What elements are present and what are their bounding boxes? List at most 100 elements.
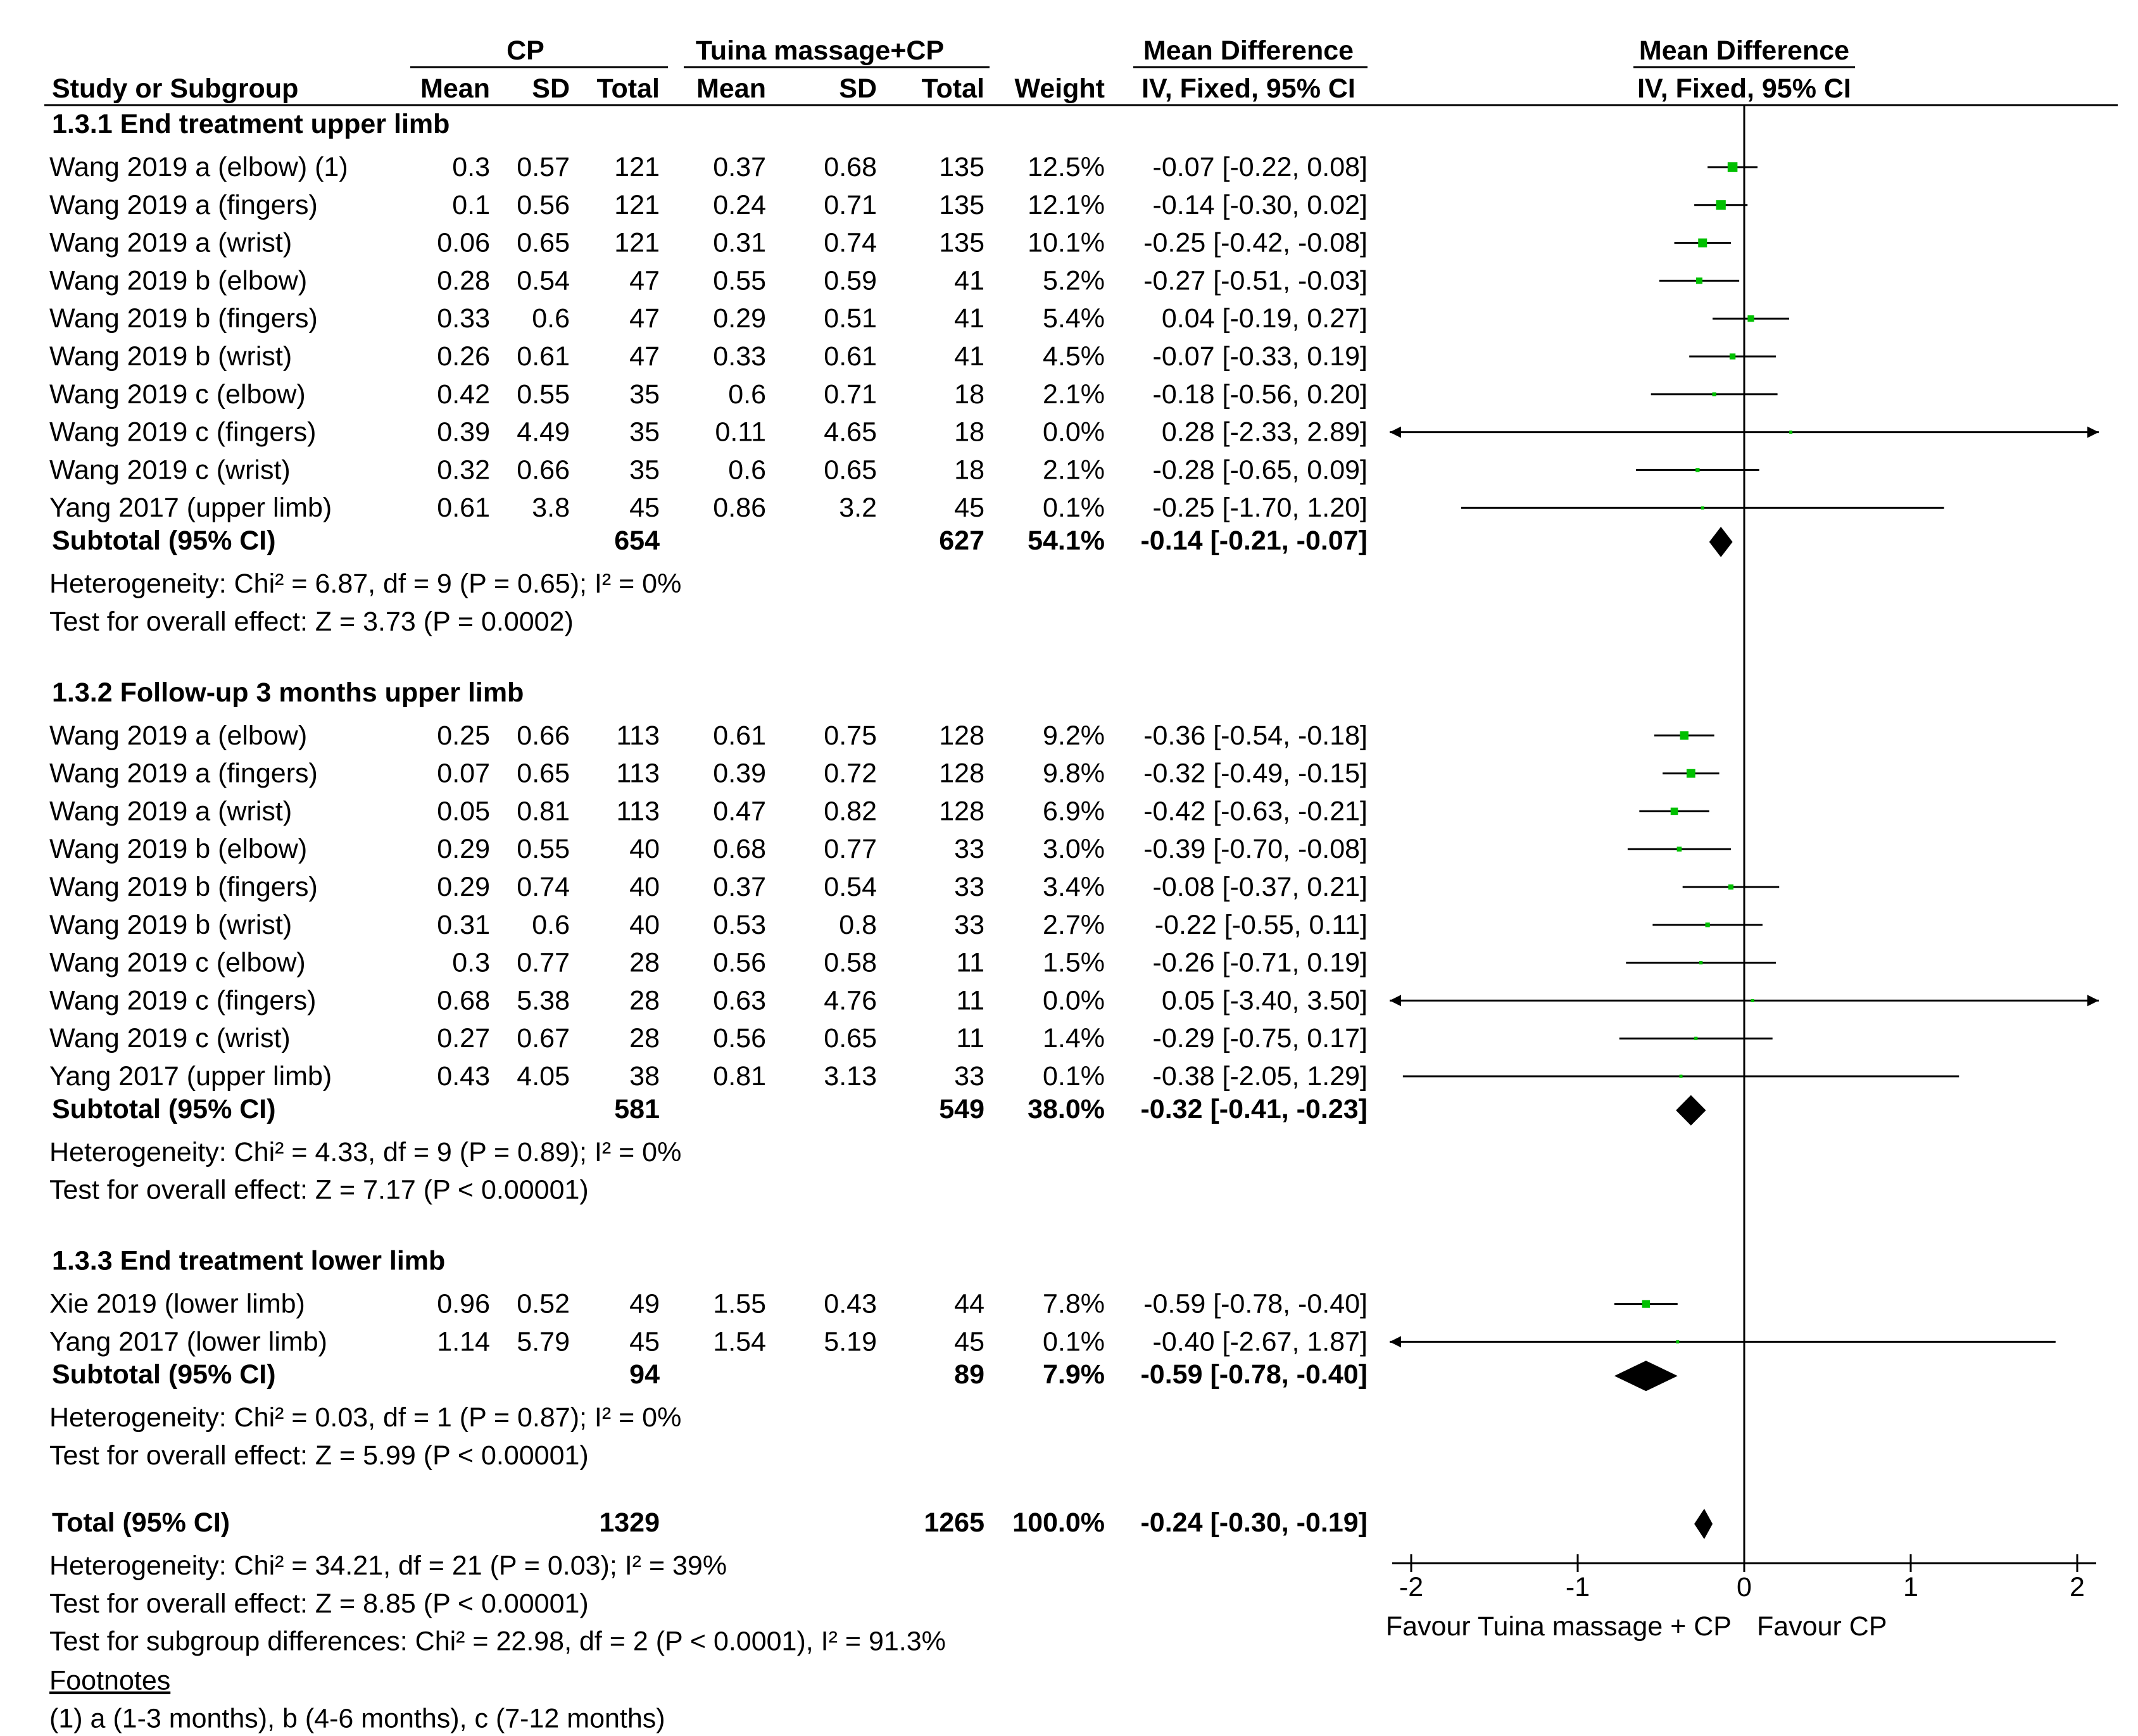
study-weight: 6.9% [1043, 796, 1105, 826]
subtotal-label: Subtotal (95% CI) [52, 525, 276, 556]
study-ci: -0.14 [-0.30, 0.02] [1153, 190, 1368, 220]
study-ci: -0.27 [-0.51, -0.03] [1143, 265, 1368, 296]
header-cp: CP [506, 35, 544, 66]
study-name: Wang 2019 a (wrist) [49, 228, 292, 258]
study-total-cp: 121 [614, 228, 660, 258]
study-mean-tuina: 0.55 [713, 265, 766, 296]
study-total-cp: 113 [616, 720, 660, 751]
study-weight: 3.0% [1043, 834, 1105, 864]
study-total-cp: 49 [629, 1289, 660, 1319]
header-method-text: IV, Fixed, 95% CI [1141, 73, 1355, 104]
favour-right-label: Favour CP [1757, 1611, 1887, 1642]
study-mean-cp: 0.26 [437, 341, 490, 372]
study-ci-arrow-right [2087, 995, 2099, 1007]
study-sd-cp: 0.65 [517, 228, 570, 258]
study-weight: 0.0% [1043, 985, 1105, 1016]
study-sd-cp: 0.57 [517, 152, 570, 182]
study-mean-tuina: 0.37 [713, 152, 766, 182]
study-weight: 9.8% [1043, 758, 1105, 789]
total-diamond [1694, 1509, 1713, 1539]
study-point-estimate [1699, 960, 1703, 965]
study-mean-cp: 0.43 [437, 1061, 490, 1091]
study-point-estimate [1642, 1300, 1650, 1308]
study-sd-cp: 0.66 [517, 455, 570, 485]
study-sd-cp: 4.05 [517, 1061, 570, 1091]
header-method-plot: IV, Fixed, 95% CI [1637, 73, 1851, 104]
study-mean-cp: 0.25 [437, 720, 490, 751]
study-name: Wang 2019 a (fingers) [49, 758, 318, 789]
study-ci: -0.26 [-0.71, 0.19] [1153, 948, 1368, 978]
study-total-tuina: 135 [939, 228, 984, 258]
study-weight: 5.4% [1043, 303, 1105, 334]
study-sd-cp: 0.65 [517, 758, 570, 789]
study-total-tuina: 44 [954, 1289, 984, 1319]
study-sd-tuina: 3.13 [824, 1061, 877, 1091]
overall-effect-text: Test for overall effect: Z = 3.73 (P = 0… [49, 607, 574, 637]
heterogeneity-text: Heterogeneity: Chi² = 4.33, df = 9 (P = … [49, 1137, 681, 1167]
study-sd-tuina: 5.19 [824, 1326, 877, 1357]
study-ci: -0.38 [-2.05, 1.29] [1153, 1061, 1368, 1091]
study-total-tuina: 135 [939, 190, 984, 220]
study-weight: 4.5% [1043, 341, 1105, 372]
header-total1: Total [596, 73, 660, 104]
study-point-estimate [1789, 431, 1793, 434]
study-mean-tuina: 0.61 [713, 720, 766, 751]
study-weight: 0.1% [1043, 493, 1105, 523]
study-name: Wang 2019 c (elbow) [49, 379, 306, 410]
study-total-tuina: 128 [939, 758, 984, 789]
study-total-tuina: 33 [954, 910, 984, 940]
study-mean-tuina: 0.53 [713, 910, 766, 940]
study-sd-tuina: 0.68 [824, 152, 877, 182]
total-total-tuina: 1265 [924, 1507, 984, 1538]
total-label: Total (95% CI) [52, 1507, 230, 1538]
study-mean-cp: 0.61 [437, 493, 490, 523]
header-tuina: Tuina massage+CP [696, 35, 944, 66]
study-ci: -0.59 [-0.78, -0.40] [1143, 1289, 1368, 1319]
study-weight: 2.7% [1043, 910, 1105, 940]
study-name: Wang 2019 b (elbow) [49, 834, 307, 864]
study-mean-tuina: 0.6 [728, 455, 766, 485]
subtotal-ci: -0.32 [-0.41, -0.23] [1140, 1094, 1368, 1124]
study-mean-tuina: 0.11 [715, 417, 767, 448]
footnotes-title: Footnotes [49, 1666, 170, 1696]
study-mean-tuina: 0.68 [713, 834, 766, 864]
study-sd-cp: 0.67 [517, 1023, 570, 1054]
favour-left-label: Favour Tuina massage + CP [1386, 1611, 1732, 1642]
total-heterogeneity-text: Heterogeneity: Chi² = 34.21, df = 21 (P … [49, 1550, 727, 1581]
study-total-cp: 35 [629, 379, 660, 410]
study-mean-tuina: 0.81 [713, 1061, 766, 1091]
study-name: Xie 2019 (lower limb) [49, 1289, 305, 1319]
study-mean-cp: 0.31 [437, 910, 490, 940]
study-point-estimate [1695, 277, 1703, 284]
study-ci: -0.39 [-0.70, -0.08] [1143, 834, 1368, 864]
study-sd-tuina: 0.71 [824, 379, 877, 410]
study-weight: 0.0% [1043, 417, 1105, 448]
study-sd-tuina: 0.77 [824, 834, 877, 864]
plot-area: -2 -1 0 1 2 Favour Tuina massage + CP Favour C… [1386, 105, 2099, 1642]
study-mean-cp: 0.07 [437, 758, 490, 789]
study-mean-tuina: 1.54 [713, 1326, 766, 1357]
study-total-tuina: 41 [954, 303, 984, 334]
study-ci-arrow-right [2087, 426, 2099, 438]
header-weight: Weight [1014, 73, 1105, 104]
study-mean-cp: 0.05 [437, 796, 490, 826]
study-name: Wang 2019 c (fingers) [49, 417, 316, 448]
study-sd-cp: 0.6 [532, 303, 570, 334]
study-total-cp: 40 [629, 872, 660, 902]
study-sd-tuina: 0.54 [824, 872, 877, 902]
study-mean-cp: 0.27 [437, 1023, 490, 1054]
study-name: Wang 2019 c (elbow) [49, 948, 306, 978]
study-weight: 2.1% [1043, 455, 1105, 485]
total-ci: -0.24 [-0.30, -0.19] [1140, 1507, 1368, 1538]
study-total-cp: 40 [629, 910, 660, 940]
study-ci: -0.07 [-0.33, 0.19] [1153, 341, 1368, 372]
study-mean-cp: 0.1 [452, 190, 490, 220]
subtotal-total-tuina: 549 [939, 1094, 984, 1124]
study-mean-tuina: 0.47 [713, 796, 766, 826]
study-total-tuina: 11 [956, 985, 984, 1016]
study-sd-tuina: 0.72 [824, 758, 877, 789]
study-point-estimate [1705, 922, 1710, 928]
study-ci-arrow-left [1390, 426, 1401, 438]
study-mean-tuina: 1.55 [713, 1289, 766, 1319]
